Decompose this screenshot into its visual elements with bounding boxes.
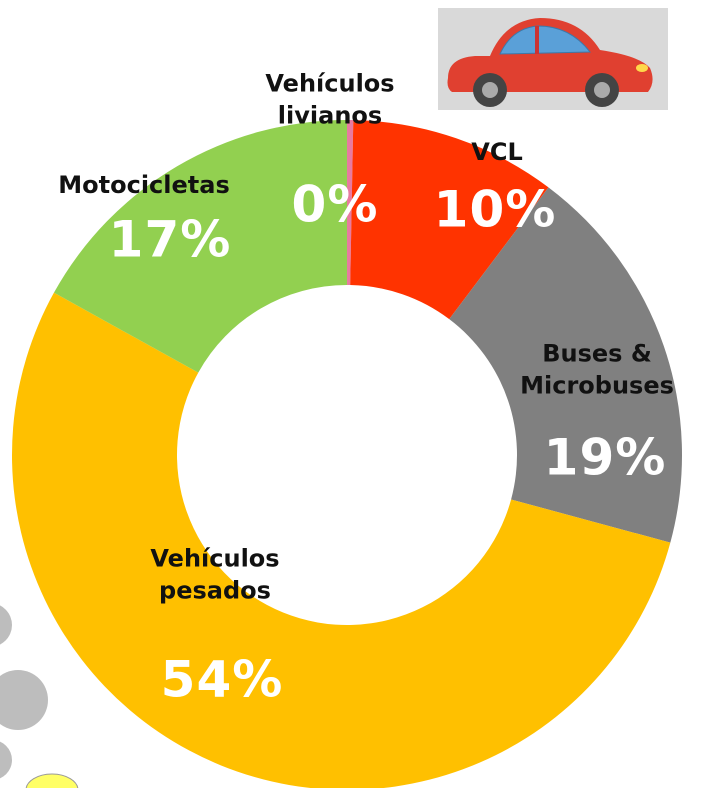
car-hub [594, 82, 610, 98]
slice-name: Vehículos livianos [240, 68, 420, 133]
car-hub [482, 82, 498, 98]
car-light [636, 64, 648, 72]
slice-value-label: 54% [161, 646, 284, 714]
slice-name: Motocicletas [54, 169, 234, 201]
slice-value-label: 17% [109, 206, 232, 274]
slice-value-label: 0% [292, 171, 379, 239]
slice-value-label: 10% [434, 176, 557, 244]
slice-name: Buses & Microbuses [497, 338, 697, 403]
car-icon [438, 8, 668, 110]
decor-blob [26, 774, 78, 788]
slice-name: Vehículos pesados [115, 543, 315, 608]
page: {"chart_data": {"type": "donut", "catego… [0, 0, 707, 788]
slice-value-label: 19% [544, 424, 667, 492]
slice-name: VCL [437, 136, 557, 168]
decor-circle [0, 670, 48, 730]
decor-circle [0, 740, 12, 780]
decor-circle [0, 603, 12, 647]
